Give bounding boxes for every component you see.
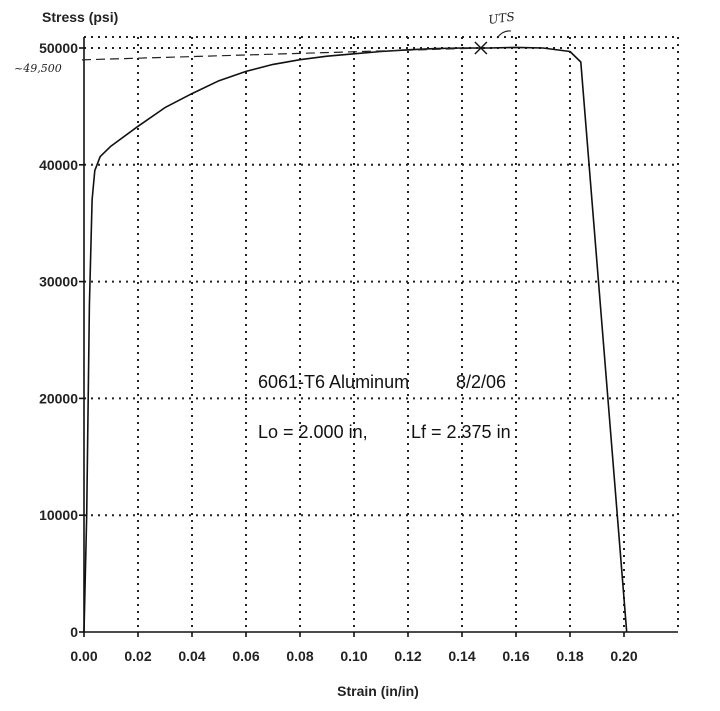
annotation-layer xyxy=(81,30,512,61)
x-axis-title: Strain (in/in) xyxy=(337,683,419,699)
uts-pointer xyxy=(496,30,512,39)
test-date-label: 8/2/06 xyxy=(456,372,506,392)
x-tick-label: 0.04 xyxy=(178,648,205,664)
x-tick-label: 0.14 xyxy=(448,648,475,664)
y-tick-label: 50000 xyxy=(39,40,78,56)
series-layer xyxy=(83,46,628,633)
uts-marker-stroke xyxy=(474,41,488,55)
original-length-label: Lo = 2.000 in, xyxy=(258,422,368,442)
y-tick-label: 40000 xyxy=(39,157,78,173)
x-tick-label: 0.20 xyxy=(610,648,637,664)
stress-mark-dashed-line xyxy=(81,47,481,61)
stress-mark-label: ~49,500 xyxy=(14,62,62,75)
x-tick-label: 0.16 xyxy=(502,648,529,664)
x-tick-label: 0.12 xyxy=(394,648,421,664)
uts-label: UTS xyxy=(487,9,515,27)
material-label: 6061-T6 Aluminum xyxy=(258,372,409,392)
y-tick-label: 10000 xyxy=(39,507,78,523)
stress-strain-curve xyxy=(83,46,628,633)
x-tick-label: 0.08 xyxy=(286,648,313,664)
x-tick-label: 0.18 xyxy=(556,648,583,664)
y-tick-label: 30000 xyxy=(39,274,78,290)
final-length-label: Lf = 2.375 in xyxy=(411,422,511,442)
y-axis-title: Stress (psi) xyxy=(42,9,118,25)
x-tick-label: 0.00 xyxy=(70,648,97,664)
y-tick-label: 20000 xyxy=(39,390,78,406)
y-tick-label: 0 xyxy=(70,624,78,640)
x-tick-label: 0.02 xyxy=(124,648,151,664)
grid-layer xyxy=(84,36,679,632)
x-tick-label: 0.06 xyxy=(232,648,259,664)
x-tick-label: 0.10 xyxy=(340,648,367,664)
axes-layer: 0 10000 20000 30000 40000 50000 0.00 0.02 0.04 0.… xyxy=(39,37,678,664)
